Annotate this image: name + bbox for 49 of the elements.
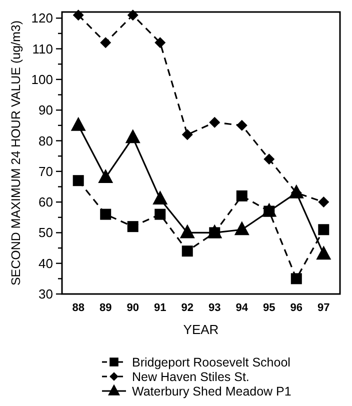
point (318, 196, 330, 208)
x-tick-label: 97 (318, 302, 330, 314)
point (70, 116, 86, 131)
y-tick-label: 50 (38, 225, 53, 240)
y-tick-label: 110 (32, 41, 53, 56)
point (127, 221, 138, 232)
point (100, 208, 112, 220)
point (100, 37, 112, 48)
point (234, 221, 250, 236)
point (236, 120, 248, 131)
x-tick-label: 92 (181, 302, 194, 314)
point (182, 246, 193, 257)
legend-label: Bridgeport Roosevelt School (132, 355, 290, 370)
point (264, 154, 275, 165)
legend-label: New Haven Stiles St. (132, 370, 250, 384)
x-tick-label: 88 (72, 302, 84, 314)
x-tick-label: 94 (236, 302, 249, 314)
point (290, 273, 302, 284)
point (154, 37, 166, 48)
x-tick-label: 95 (263, 302, 276, 314)
legend-label: Waterbury Shed Meadow P1 (132, 384, 292, 398)
point (182, 129, 193, 140)
point (180, 224, 195, 238)
point (125, 129, 140, 144)
y-tick-label: 70 (38, 164, 53, 179)
x-tick-label: 93 (208, 302, 221, 314)
point (209, 116, 220, 128)
point (152, 190, 168, 204)
point (72, 10, 84, 21)
y-tick-label: 80 (38, 133, 53, 148)
point (98, 169, 114, 184)
y-tick-label: 90 (38, 102, 53, 118)
x-tick-label: 96 (290, 302, 303, 314)
x-tick-label: 91 (154, 302, 166, 314)
y-axis-title: SECOND MAXIMUM 24 HOUR VALUE (ug/m3) (9, 20, 23, 286)
y-tick-label: 30 (38, 286, 53, 302)
point (316, 246, 332, 260)
y-tick-label: 120 (31, 10, 53, 26)
x-tick-label: 89 (99, 302, 112, 314)
point (236, 190, 248, 202)
point (154, 208, 166, 220)
x-tick-label: 90 (126, 302, 139, 314)
x-axis-title: YEAR (183, 322, 219, 337)
point (127, 10, 138, 21)
y-tick-label: 60 (38, 194, 53, 210)
y-tick-label: 40 (38, 256, 53, 271)
point (318, 224, 330, 236)
y-tick-label: 100 (31, 72, 53, 87)
point (72, 175, 84, 186)
